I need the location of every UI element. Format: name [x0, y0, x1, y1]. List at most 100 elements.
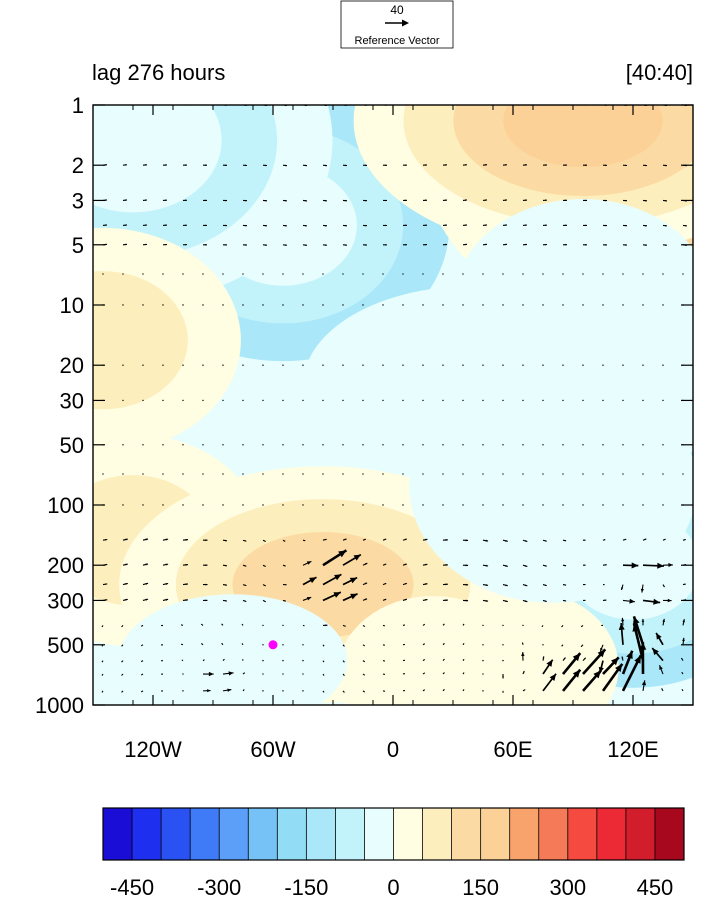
- wind-vector: [262, 539, 266, 542]
- wind-vector: [601, 624, 604, 627]
- wind-vector: [142, 444, 144, 446]
- wind-vector: [302, 659, 304, 662]
- wind-vector: [342, 399, 344, 402]
- wind-vector: [122, 304, 124, 306]
- wind-vector: [180, 624, 184, 626]
- wind-vector: [618, 623, 625, 645]
- wind-vector: [101, 660, 104, 663]
- wind-vector: [202, 504, 204, 506]
- wind-vector: [502, 364, 504, 366]
- wind-vector: [362, 562, 368, 566]
- y-tick-label: 30: [60, 388, 84, 413]
- wind-vector: [462, 473, 464, 475]
- wind-vector: [562, 473, 564, 475]
- wind-vector: [382, 304, 384, 306]
- colorbar-tick-label: 0: [387, 875, 399, 898]
- wind-vector: [662, 199, 668, 202]
- wind-vector: [342, 473, 344, 475]
- wind-vector: [322, 304, 324, 306]
- wind-vector: [182, 304, 184, 306]
- wind-vector: [422, 304, 424, 306]
- wind-vector: [639, 642, 647, 675]
- wind-vector: [642, 364, 644, 366]
- wind-vector: [442, 672, 445, 675]
- field-contour-14-0: [118, 594, 348, 705]
- wind-vector: [462, 364, 464, 366]
- wind-vector: [242, 164, 248, 167]
- wind-vector: [262, 399, 264, 402]
- wind-vector: [342, 244, 348, 246]
- wind-vector: [561, 644, 564, 647]
- wind-vector: [662, 618, 666, 626]
- wind-vector: [522, 584, 528, 587]
- wind-vector: [642, 304, 644, 306]
- wind-vector: [282, 673, 284, 675]
- wind-vector: [202, 399, 204, 402]
- wind-vector: [282, 624, 284, 627]
- wind-vector: [462, 504, 464, 506]
- wind-vector: [122, 243, 128, 246]
- wind-vector: [682, 224, 688, 227]
- wind-vector: [322, 538, 327, 541]
- wind-vector: [382, 563, 387, 566]
- wind-vector: [402, 364, 404, 366]
- wind-vector: [662, 473, 664, 475]
- wind-vector: [182, 364, 184, 366]
- wind-vector: [402, 444, 404, 446]
- wind-vector: [442, 164, 448, 166]
- wind-vector: [422, 444, 424, 446]
- wind-vector: [362, 164, 368, 167]
- wind-vector: [542, 504, 544, 506]
- wind-vector: [142, 598, 149, 601]
- wind-vector: [140, 673, 144, 676]
- wind-vector: [242, 504, 244, 506]
- wind-vector: [622, 598, 636, 604]
- wind-vector: [582, 364, 584, 366]
- wind-vector: [222, 688, 232, 692]
- x-axis: 120W 60W 0 60E 120E: [124, 105, 659, 762]
- wind-vector: [222, 473, 224, 475]
- wind-vector: [122, 364, 124, 366]
- wind-vector: [102, 273, 104, 275]
- wind-vector: [282, 599, 286, 602]
- wind-vector: [161, 660, 164, 662]
- wind-vector: [402, 199, 408, 202]
- wind-vector: [462, 273, 464, 275]
- y-tick-label: 1: [72, 93, 84, 118]
- wind-vector: [642, 538, 647, 541]
- wind-vector: [502, 659, 504, 662]
- wind-vector: [122, 582, 128, 586]
- wind-vector: [681, 688, 684, 692]
- wind-vector: [402, 659, 406, 662]
- wind-vector: [582, 399, 584, 402]
- colorbar-swatch: [190, 808, 220, 860]
- wind-vector: [182, 583, 188, 586]
- wind-vector: [562, 224, 568, 227]
- colorbar-swatch: [567, 808, 598, 860]
- wind-vector: [562, 399, 564, 402]
- wind-vector: [362, 304, 364, 306]
- wind-vector: [402, 624, 406, 626]
- wind-vector: [121, 660, 124, 663]
- wind-vector: [222, 199, 228, 202]
- wind-vector: [642, 473, 644, 475]
- wind-vector: [182, 690, 184, 692]
- wind-vector: [642, 562, 665, 569]
- wind-vector: [382, 473, 384, 475]
- wind-vector: [382, 164, 388, 167]
- wind-vector: [462, 444, 464, 446]
- wind-vector: [322, 591, 342, 602]
- wind-vector: [422, 598, 428, 601]
- wind-vector: [621, 617, 625, 626]
- wind-vector: [642, 244, 648, 246]
- wind-vector: [302, 399, 304, 402]
- wind-vector: [442, 623, 445, 626]
- wind-vector: [622, 199, 628, 202]
- wind-vector: [302, 673, 304, 675]
- wind-vector: [582, 473, 584, 475]
- wind-vector: [342, 644, 345, 647]
- wind-vector: [161, 624, 164, 627]
- wind-vector: [522, 364, 524, 366]
- wind-vector: [482, 243, 488, 246]
- wind-vector: [382, 364, 384, 366]
